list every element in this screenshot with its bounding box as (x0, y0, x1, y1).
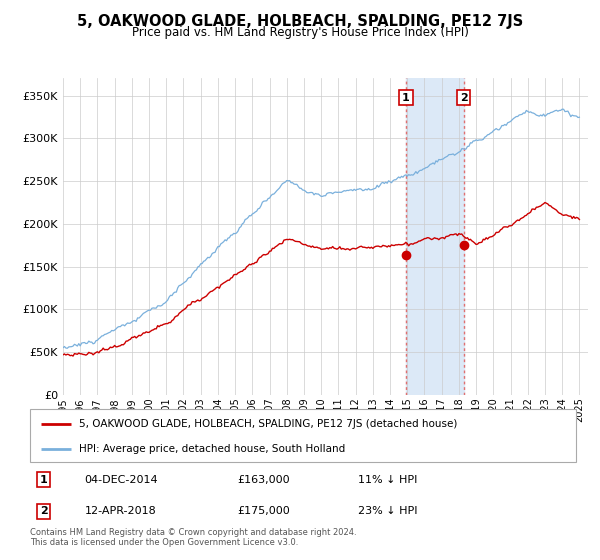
FancyBboxPatch shape (30, 409, 576, 462)
Text: Contains HM Land Registry data © Crown copyright and database right 2024.
This d: Contains HM Land Registry data © Crown c… (30, 528, 356, 547)
Text: £163,000: £163,000 (238, 475, 290, 485)
Bar (406, 78, 464, 395)
Text: £175,000: £175,000 (238, 506, 290, 516)
Text: 2: 2 (460, 92, 467, 102)
Text: 12-APR-2018: 12-APR-2018 (85, 506, 157, 516)
Text: HPI: Average price, detached house, South Holland: HPI: Average price, detached house, Sout… (79, 444, 346, 454)
Text: 11% ↓ HPI: 11% ↓ HPI (358, 475, 417, 485)
Text: 5, OAKWOOD GLADE, HOLBEACH, SPALDING, PE12 7JS (detached house): 5, OAKWOOD GLADE, HOLBEACH, SPALDING, PE… (79, 419, 458, 429)
Text: 1: 1 (402, 92, 410, 102)
Text: 2: 2 (40, 506, 47, 516)
Text: 23% ↓ HPI: 23% ↓ HPI (358, 506, 417, 516)
Text: Price paid vs. HM Land Registry's House Price Index (HPI): Price paid vs. HM Land Registry's House … (131, 26, 469, 39)
Text: 1: 1 (40, 475, 47, 485)
Text: 04-DEC-2014: 04-DEC-2014 (85, 475, 158, 485)
Text: 5, OAKWOOD GLADE, HOLBEACH, SPALDING, PE12 7JS: 5, OAKWOOD GLADE, HOLBEACH, SPALDING, PE… (77, 14, 523, 29)
